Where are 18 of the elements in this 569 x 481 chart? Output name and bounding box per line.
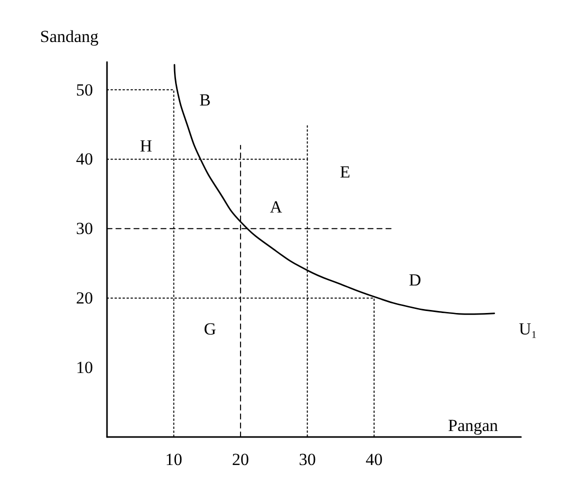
annotation: E <box>340 162 350 182</box>
y-tick-label: 10 <box>76 358 93 378</box>
x-axis-title: Pangan <box>448 416 499 435</box>
x-tick-label: 40 <box>366 450 383 469</box>
annotation: G <box>204 320 216 338</box>
y-tick-label: 50 <box>76 80 93 100</box>
x-tick-label: 10 <box>165 450 182 469</box>
y-axis-title: Sandang <box>40 27 100 46</box>
y-tick-label: 20 <box>76 288 93 308</box>
annotation: A <box>270 198 283 216</box>
y-tick-label: 40 <box>76 150 93 169</box>
x-tick-label: 20 <box>232 450 250 469</box>
y-tick-label: 30 <box>76 219 93 238</box>
x-tick-label: 30 <box>298 450 316 469</box>
annotation: B <box>199 90 211 110</box>
annotation: U₁ <box>518 320 538 338</box>
annotation: D <box>408 270 422 290</box>
annotation: H <box>140 136 152 156</box>
